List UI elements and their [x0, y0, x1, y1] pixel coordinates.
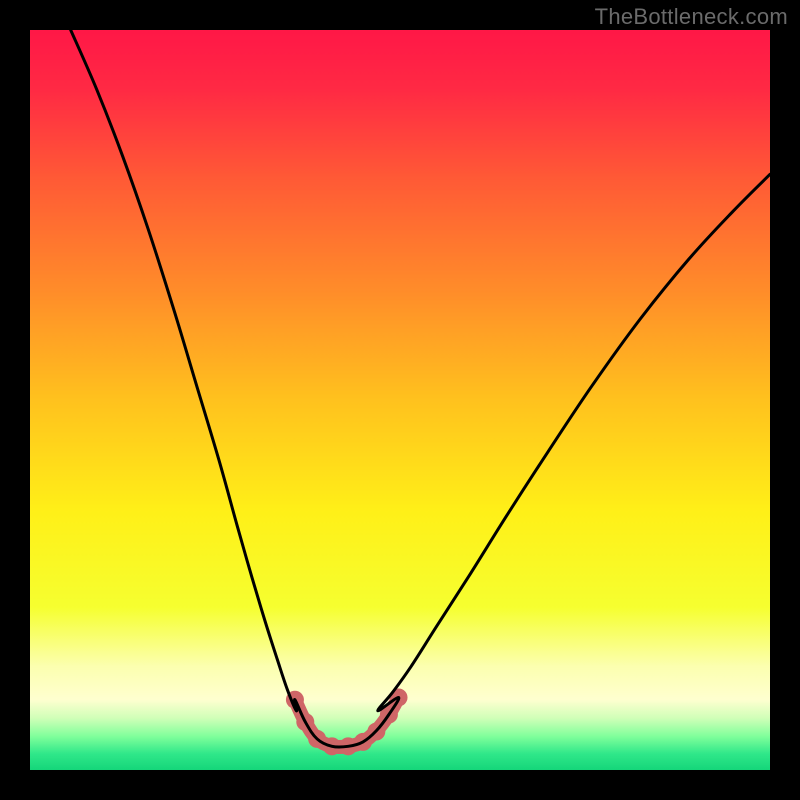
bottleneck-curve: [71, 30, 770, 747]
watermark-text: TheBottleneck.com: [595, 4, 788, 30]
stage: TheBottleneck.com: [0, 0, 800, 800]
plot-area: [30, 30, 770, 770]
curve-layer: [30, 30, 770, 770]
